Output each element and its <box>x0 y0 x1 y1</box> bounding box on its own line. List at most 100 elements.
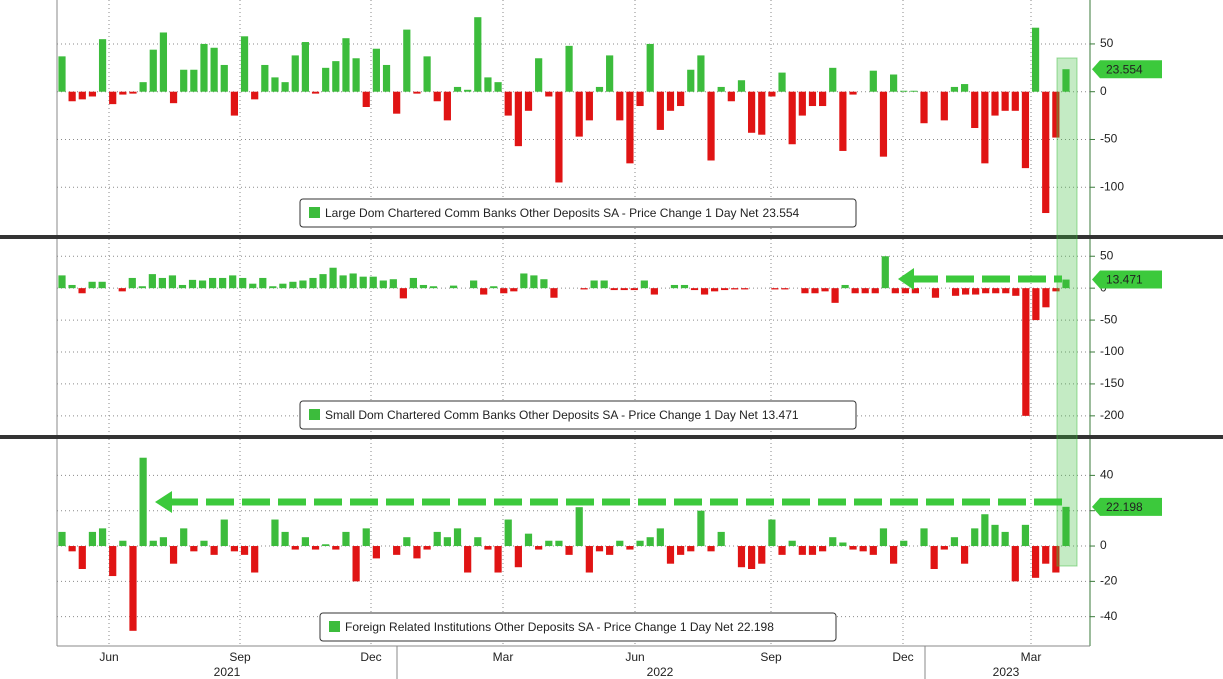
bar <box>78 546 86 569</box>
bar <box>500 288 508 294</box>
bar <box>1032 288 1040 321</box>
bar <box>1052 91 1060 138</box>
bar <box>1031 546 1040 578</box>
bar <box>900 540 908 547</box>
bar <box>798 91 806 116</box>
bar <box>58 531 66 547</box>
bar <box>271 519 279 547</box>
bar <box>464 89 472 92</box>
bar <box>480 288 488 295</box>
bar <box>992 288 1000 294</box>
bar <box>78 288 86 294</box>
bar <box>251 546 259 573</box>
bar <box>349 273 357 289</box>
bar <box>219 277 227 289</box>
bar <box>301 537 309 547</box>
bar <box>960 546 969 564</box>
bar <box>98 528 107 547</box>
bar <box>717 86 725 92</box>
bar <box>869 70 877 92</box>
bar <box>545 540 553 547</box>
legend-entry: Foreign Related Institutions Other Depos… <box>345 620 774 634</box>
bar <box>210 47 218 92</box>
bar <box>811 288 819 294</box>
bar <box>788 540 796 547</box>
legend-box <box>299 400 857 430</box>
bar <box>1052 546 1060 573</box>
bar <box>879 528 888 547</box>
bar <box>413 546 421 559</box>
bar <box>352 58 360 92</box>
bar <box>606 546 614 555</box>
legend-box <box>319 612 837 642</box>
legend-name: Large Dom Chartered Comm Banks Other Dep… <box>325 206 759 220</box>
bar <box>419 284 428 289</box>
bar <box>332 61 340 92</box>
bar <box>180 69 188 92</box>
bar <box>168 275 177 289</box>
bar <box>372 546 380 559</box>
bar <box>962 288 970 295</box>
bar <box>951 288 960 296</box>
bar <box>524 533 533 547</box>
bar <box>514 91 522 147</box>
bar <box>200 540 208 547</box>
bar <box>819 546 827 552</box>
bar <box>449 285 458 289</box>
bar <box>1001 531 1009 547</box>
last-value-box <box>1092 497 1162 516</box>
bar <box>737 80 746 92</box>
bar <box>839 542 847 547</box>
bar <box>1021 524 1030 547</box>
y-tick-label: 40 <box>1100 468 1114 482</box>
bar <box>891 288 899 294</box>
bar <box>332 546 340 550</box>
bar <box>352 546 360 582</box>
bar <box>190 546 198 552</box>
bar <box>991 524 999 547</box>
bar <box>616 91 624 121</box>
bar <box>362 91 370 107</box>
bar <box>393 91 401 114</box>
legend-value: 23.554 <box>763 206 800 220</box>
bar <box>971 528 979 547</box>
bar <box>829 67 837 92</box>
bar <box>129 91 137 94</box>
bar <box>409 277 417 289</box>
bar <box>687 546 695 552</box>
x-year-label: 2021 <box>214 665 241 679</box>
bar <box>158 277 166 289</box>
bar <box>309 277 317 289</box>
bar <box>342 531 350 547</box>
bar <box>251 91 259 100</box>
bar <box>524 91 533 111</box>
bar <box>149 49 157 92</box>
bar <box>78 91 86 100</box>
bar <box>379 280 387 289</box>
y-tick-label: 0 <box>1100 84 1107 98</box>
bar <box>950 86 959 92</box>
bar <box>359 276 367 289</box>
bar <box>514 546 522 568</box>
bar <box>188 279 197 289</box>
x-tick-label: Jun <box>625 650 644 664</box>
separator <box>0 235 1223 239</box>
bar <box>178 284 187 289</box>
bar <box>470 280 478 289</box>
bar <box>148 274 156 289</box>
bar <box>595 546 604 552</box>
legend-swatch <box>309 207 320 218</box>
bar <box>169 91 178 104</box>
bar <box>901 288 909 294</box>
bar <box>680 284 689 289</box>
y-tick-label: -40 <box>1100 609 1118 623</box>
bar <box>737 546 746 568</box>
last-value-label: 22.198 <box>1106 500 1143 514</box>
bar <box>210 546 218 555</box>
bar <box>656 528 664 547</box>
bar <box>911 288 919 294</box>
bar <box>58 275 66 289</box>
bar <box>595 86 604 92</box>
bar <box>982 288 990 294</box>
bar <box>279 283 287 289</box>
